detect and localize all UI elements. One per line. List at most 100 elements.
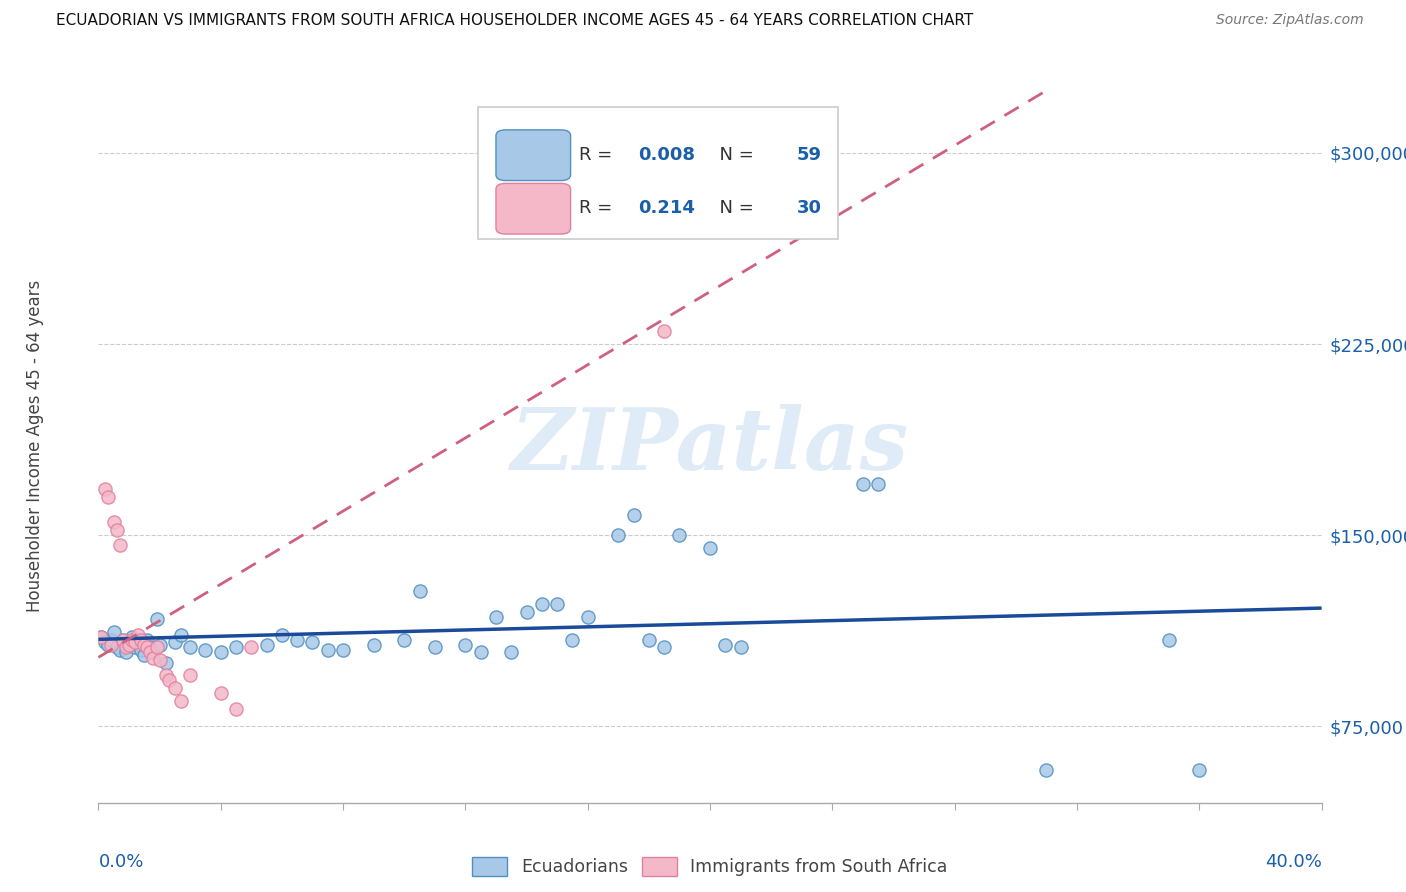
Point (127, 627, 149, 641)
Point (285, 632, 308, 647)
Point (105, 523, 128, 537)
Point (607, 528, 630, 542)
Point (470, 645, 492, 659)
Point (270, 627, 292, 641)
Point (485, 609, 508, 624)
Point (516, 605, 538, 619)
Point (139, 640, 162, 655)
Text: 0.0%: 0.0% (98, 853, 143, 871)
Point (121, 630, 143, 644)
Point (209, 645, 232, 659)
Point (423, 640, 446, 655)
FancyBboxPatch shape (496, 184, 571, 234)
Point (730, 640, 752, 655)
Point (145, 640, 167, 655)
Point (714, 638, 737, 652)
Point (637, 632, 661, 647)
Point (179, 640, 201, 655)
Point (108, 538, 131, 552)
Point (485, 210, 508, 224)
Point (668, 528, 690, 542)
Point (129, 643, 152, 657)
Text: 30: 30 (797, 200, 823, 218)
Point (868, 477, 890, 491)
Point (100, 638, 122, 652)
Point (561, 632, 583, 647)
Point (136, 632, 159, 647)
Text: N =: N = (707, 200, 759, 218)
Point (1157, 632, 1180, 647)
Text: R =: R = (579, 200, 624, 218)
Point (170, 694, 193, 708)
Point (103, 625, 125, 640)
Point (163, 681, 186, 695)
Point (118, 638, 141, 652)
Point (852, 477, 875, 491)
Point (392, 632, 416, 647)
Point (149, 653, 172, 667)
Point (90, 630, 112, 644)
Point (145, 612, 167, 626)
Point (127, 638, 149, 652)
Point (90, 630, 112, 644)
Point (93, 635, 115, 649)
Point (576, 609, 599, 624)
Text: R =: R = (579, 146, 619, 164)
Point (699, 541, 721, 555)
Point (118, 635, 141, 649)
Point (316, 643, 339, 657)
Point (1035, 763, 1057, 777)
Text: 0.008: 0.008 (638, 146, 695, 164)
Point (163, 635, 186, 649)
Point (105, 640, 128, 655)
Point (170, 627, 193, 641)
Point (179, 668, 201, 682)
Text: Source: ZipAtlas.com: Source: ZipAtlas.com (1216, 13, 1364, 28)
Point (134, 638, 156, 652)
FancyBboxPatch shape (496, 130, 571, 180)
Point (1188, 763, 1211, 777)
Point (115, 645, 138, 659)
Text: ZIPatlas: ZIPatlas (510, 404, 910, 488)
Point (97, 638, 120, 652)
Point (93, 483, 115, 497)
Point (363, 638, 385, 652)
Text: N =: N = (707, 146, 759, 164)
Point (256, 638, 278, 652)
Point (108, 643, 131, 657)
Point (142, 650, 165, 665)
Point (157, 673, 180, 688)
Point (124, 635, 146, 649)
Point (546, 597, 568, 611)
Point (332, 643, 354, 657)
Point (530, 597, 553, 611)
Text: ECUADORIAN VS IMMIGRANTS FROM SOUTH AFRICA HOUSEHOLDER INCOME AGES 45 - 64 YEARS: ECUADORIAN VS IMMIGRANTS FROM SOUTH AFRI… (56, 13, 973, 29)
Point (454, 638, 477, 652)
Point (139, 645, 162, 659)
Text: 0.214: 0.214 (638, 200, 695, 218)
Point (129, 632, 152, 647)
Point (100, 632, 122, 647)
Point (155, 656, 177, 670)
Point (209, 686, 232, 700)
Point (194, 643, 217, 657)
Point (142, 645, 165, 659)
Point (225, 640, 247, 655)
Point (652, 324, 675, 338)
Point (652, 640, 675, 655)
Point (623, 508, 645, 522)
Point (115, 640, 138, 655)
Text: 40.0%: 40.0% (1265, 853, 1322, 871)
Point (97, 490, 120, 504)
Text: Householder Income Ages 45 - 64 years: Householder Income Ages 45 - 64 years (25, 280, 44, 612)
Point (121, 632, 143, 647)
Point (408, 584, 430, 599)
Point (134, 648, 156, 662)
Point (501, 645, 523, 659)
Legend: Ecuadorians, Immigrants from South Africa: Ecuadorians, Immigrants from South Afric… (472, 857, 948, 876)
Point (124, 640, 146, 655)
Text: 59: 59 (797, 146, 823, 164)
Point (301, 635, 323, 649)
Point (240, 640, 263, 655)
FancyBboxPatch shape (478, 107, 838, 239)
